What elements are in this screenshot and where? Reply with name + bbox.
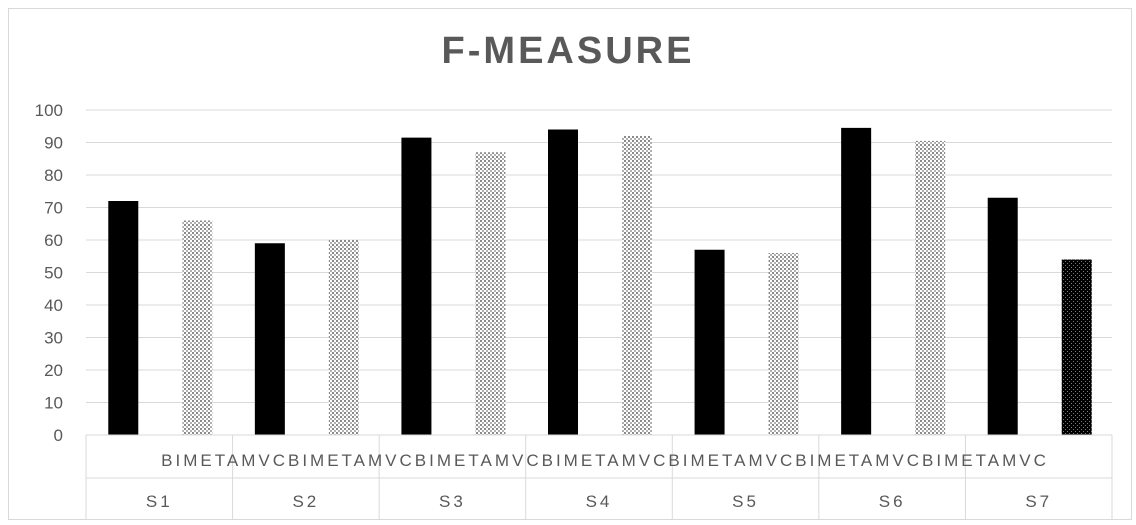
bar-mvc (1061, 259, 1092, 435)
bars (108, 127, 1092, 435)
x-group-label: S7 (1025, 492, 1052, 511)
x-category-tick-label: MVC (622, 451, 669, 470)
x-category-tick-label: MVC (495, 451, 542, 470)
x-group-label: S5 (732, 492, 759, 511)
x-category-tick-label: IMETA (936, 451, 1002, 470)
bar-mvc (768, 253, 799, 435)
x-category-tick-label: B (288, 451, 302, 470)
bar-bimeta (108, 201, 139, 435)
x-category-tick-label: MVC (748, 451, 795, 470)
axes: 0102030405060708090100BIMETAMVCBIMETAMVC… (35, 101, 1113, 520)
gridlines (86, 109, 1112, 403)
y-tick-label: 60 (44, 231, 63, 250)
x-category-tick-label: B (415, 451, 429, 470)
x-category-tick-label: IMETA (176, 451, 242, 470)
x-category-tick-label: IMETA (556, 451, 622, 470)
x-group-label: S1 (146, 492, 173, 511)
bar-mvc (475, 152, 506, 435)
x-category-tick-label: B (795, 451, 809, 470)
bar-bimeta (548, 129, 578, 435)
x-category-tick-label: MVC (1002, 451, 1049, 470)
y-tick-label: 20 (44, 361, 63, 380)
bar-bimeta (987, 197, 1018, 435)
x-category-tick-label: B (922, 451, 936, 470)
bar-bimeta (841, 127, 872, 435)
bar-bimeta (694, 249, 725, 435)
y-tick-label: 40 (44, 296, 63, 315)
y-tick-label: 10 (44, 394, 63, 413)
bar-bimeta (254, 243, 285, 435)
y-tick-label: 30 (44, 329, 63, 348)
bar-bimeta (401, 137, 432, 435)
x-category-tick-label: B (542, 451, 556, 470)
x-group-label: S3 (439, 492, 466, 511)
x-category-tick-label: IMETA (302, 451, 368, 470)
x-group-label: S6 (879, 492, 906, 511)
x-category-labels: BIMETAMVCBIMETAMVCBIMETAMVCBIMETAMVCBIME… (161, 451, 1049, 470)
x-category-tick-label: MVC (875, 451, 922, 470)
bar-mvc (915, 140, 946, 435)
x-category-tick-label: B (668, 451, 682, 470)
x-group-label: S2 (292, 492, 319, 511)
bar-mvc (328, 240, 359, 435)
x-group-label: S4 (586, 492, 613, 511)
y-tick-label: 100 (35, 101, 63, 120)
bar-mvc (182, 220, 213, 435)
x-category-tick-label: MVC (241, 451, 288, 470)
bar-mvc (622, 136, 652, 435)
x-category-tick-label: B (161, 451, 175, 470)
y-tick-label: 80 (44, 166, 63, 185)
y-tick-label: 90 (44, 134, 63, 153)
x-category-tick-label: IMETA (810, 451, 876, 470)
y-tick-label: 70 (44, 199, 63, 218)
y-tick-label: 50 (44, 264, 63, 283)
x-category-tick-label: IMETA (429, 451, 495, 470)
y-tick-label: 0 (54, 426, 63, 445)
chart-title: F-MEASURE (441, 30, 695, 72)
x-category-tick-label: IMETA (683, 451, 749, 470)
x-category-tick-label: MVC (368, 451, 415, 470)
